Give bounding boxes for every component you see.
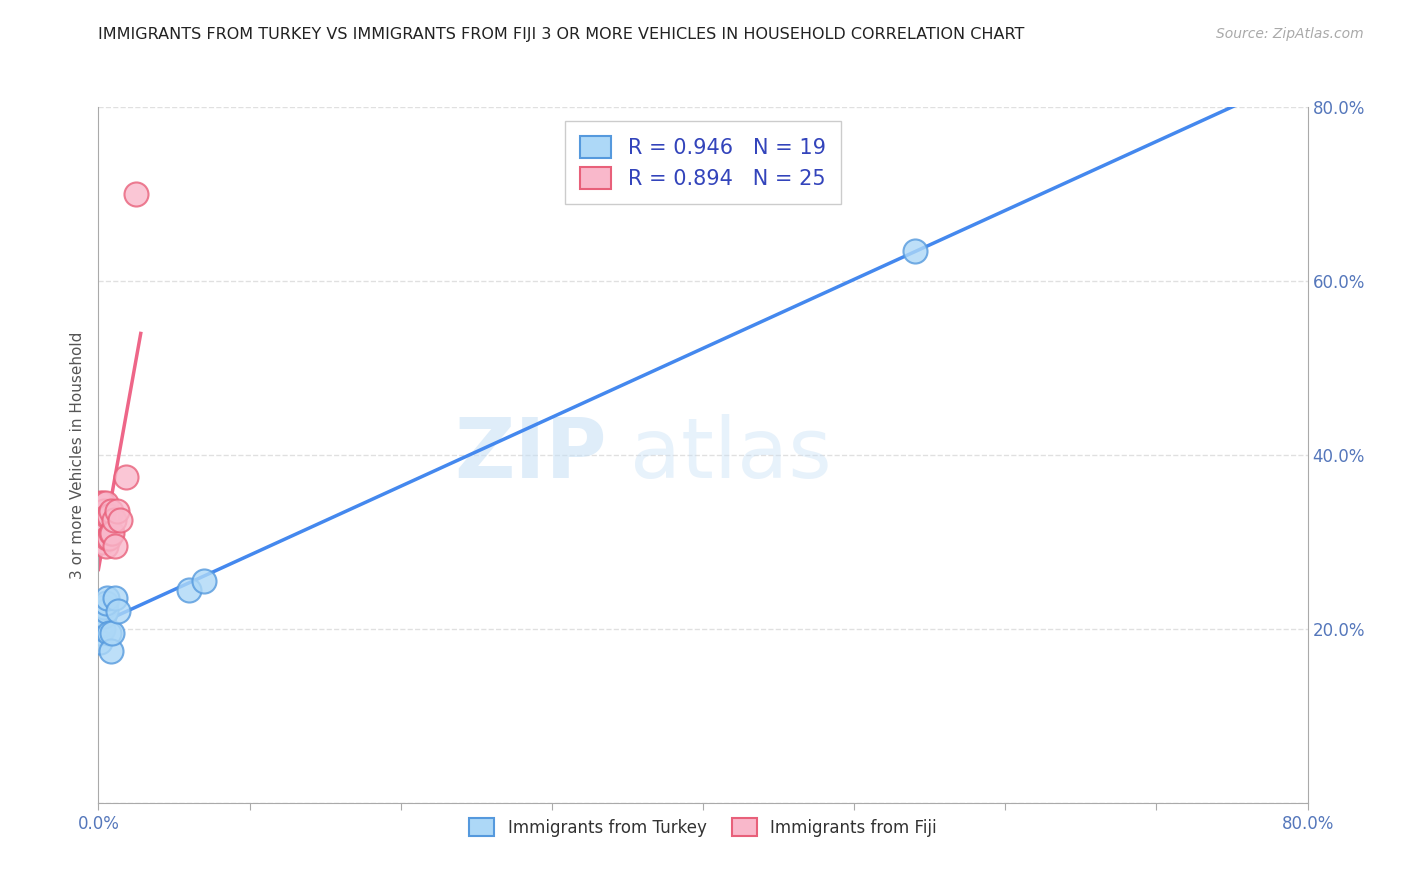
Point (98, 508, 121, 523)
Point (91, 605, 114, 619)
Point (114, 469, 136, 483)
Point (96, 591, 118, 606)
Point (89, 626, 111, 640)
Point (94, 496, 117, 510)
Point (93, 504, 115, 518)
Point (104, 539, 127, 553)
Text: IMMIGRANTS FROM TURKEY VS IMMIGRANTS FROM FIJI 3 OR MORE VEHICLES IN HOUSEHOLD C: IMMIGRANTS FROM TURKEY VS IMMIGRANTS FRO… (98, 27, 1025, 42)
Point (107, 605, 129, 619)
Y-axis label: 3 or more Vehicles in Household: 3 or more Vehicles in Household (69, 331, 84, 579)
Point (94, 522, 117, 536)
Text: ZIP: ZIP (454, 415, 606, 495)
Point (93, 608, 115, 623)
Point (904, 244, 927, 258)
Text: Source: ZipAtlas.com: Source: ZipAtlas.com (1216, 27, 1364, 41)
Point (179, 582, 201, 597)
Point (108, 513, 131, 527)
Point (89, 635, 111, 649)
Point (91, 496, 114, 510)
Point (96, 508, 118, 523)
Point (91, 622, 114, 636)
Point (105, 504, 128, 518)
Point (90, 608, 112, 623)
Point (90, 526, 112, 541)
Point (90, 508, 112, 523)
Point (98, 626, 121, 640)
Point (100, 526, 122, 541)
Point (91, 534, 114, 549)
Point (193, 574, 215, 588)
Point (90, 617, 112, 632)
Legend: Immigrants from Turkey, Immigrants from Fiji: Immigrants from Turkey, Immigrants from … (463, 811, 943, 843)
Point (96, 531, 118, 545)
Point (101, 526, 124, 541)
Point (104, 591, 127, 606)
Point (125, 187, 148, 202)
Point (98, 531, 121, 545)
Point (93, 600, 115, 615)
Point (100, 643, 122, 657)
Point (103, 513, 125, 527)
Point (101, 626, 124, 640)
Point (89, 496, 111, 510)
Text: atlas: atlas (630, 415, 832, 495)
Point (94, 605, 117, 619)
Point (93, 522, 115, 536)
Point (91, 513, 114, 527)
Point (100, 504, 122, 518)
Point (94, 596, 117, 610)
Point (89, 534, 111, 549)
Point (94, 539, 117, 553)
